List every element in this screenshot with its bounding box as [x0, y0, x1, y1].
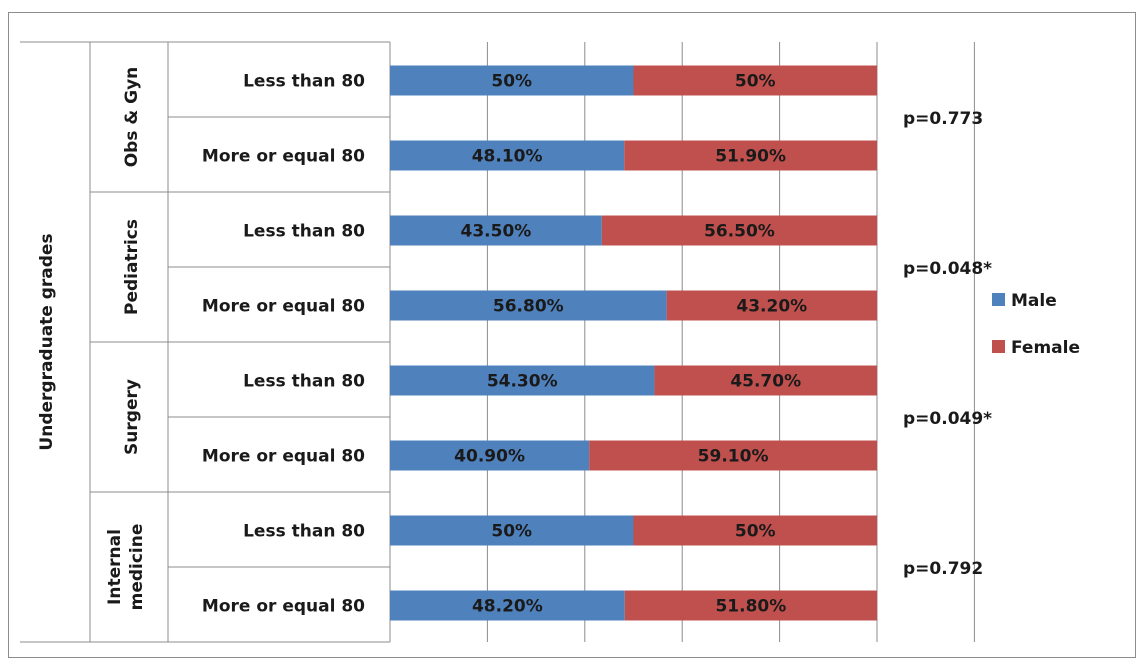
bar-male	[390, 590, 625, 621]
bar-female	[624, 140, 877, 171]
data-label-female: 50%	[735, 522, 776, 542]
p-value-annotation: p=0.049*	[903, 409, 992, 429]
legend-label-female: Female	[1011, 338, 1080, 358]
axis-title: Undergraduate grades	[37, 233, 57, 450]
data-label-female: 56.50%	[704, 222, 775, 242]
category-label: Less than 80	[243, 222, 365, 242]
p-value-annotation: p=0.048*	[903, 259, 992, 279]
group-label: Surgery	[122, 379, 142, 455]
group-label-line: medicine	[127, 524, 147, 611]
bar-female	[666, 290, 877, 321]
category-label: More or equal 80	[202, 597, 365, 617]
bar-female	[633, 65, 877, 96]
group-label: Obs & Gyn	[122, 67, 142, 168]
category-label: More or equal 80	[202, 297, 365, 317]
data-label-male: 48.20%	[472, 597, 543, 617]
data-label-male: 40.90%	[454, 447, 525, 467]
group-label-line: Obs & Gyn	[122, 67, 142, 168]
data-label-female: 45.70%	[730, 372, 801, 392]
data-label-male: 56.80%	[493, 297, 564, 317]
group-label: Internal medicine	[105, 524, 147, 611]
bar-female	[601, 215, 877, 246]
data-label-male: 48.10%	[472, 147, 543, 167]
category-label: More or equal 80	[202, 147, 365, 167]
group-label: Pediatrics	[122, 219, 142, 315]
bar-female	[589, 440, 877, 471]
data-label-male: 50%	[491, 522, 532, 542]
bar-female	[633, 515, 877, 546]
category-label: More or equal 80	[202, 447, 365, 467]
data-label-female: 43.20%	[736, 297, 807, 317]
data-label-male: 54.30%	[487, 372, 558, 392]
data-label-male: 43.50%	[461, 222, 532, 242]
data-label-female: 59.10%	[698, 447, 769, 467]
bar-female	[654, 365, 877, 396]
category-label: Less than 80	[243, 372, 365, 392]
group-label-line: Internal	[105, 529, 125, 605]
chart-frame	[8, 12, 1136, 658]
category-label: Less than 80	[243, 522, 365, 542]
p-value-annotation: p=0.792	[903, 559, 983, 579]
bar-male	[390, 515, 634, 546]
data-label-female: 51.80%	[715, 597, 786, 617]
legend-label-male: Male	[1011, 291, 1057, 311]
p-value-annotation: p=0.773	[903, 109, 983, 129]
category-label: Less than 80	[243, 72, 365, 92]
data-label-female: 50%	[735, 72, 776, 92]
group-label-line: Pediatrics	[122, 219, 142, 315]
group-label-line: Surgery	[122, 379, 142, 455]
bar-male	[390, 65, 634, 96]
bar-male	[390, 290, 667, 321]
data-label-male: 50%	[491, 72, 532, 92]
legend-swatch-male	[992, 293, 1005, 306]
bar-male	[390, 215, 602, 246]
bar-female	[624, 590, 877, 621]
legend-swatch-female	[992, 340, 1005, 353]
bar-male	[390, 440, 590, 471]
bar-male	[390, 140, 625, 171]
data-label-female: 51.90%	[715, 147, 786, 167]
bar-male	[390, 365, 655, 396]
